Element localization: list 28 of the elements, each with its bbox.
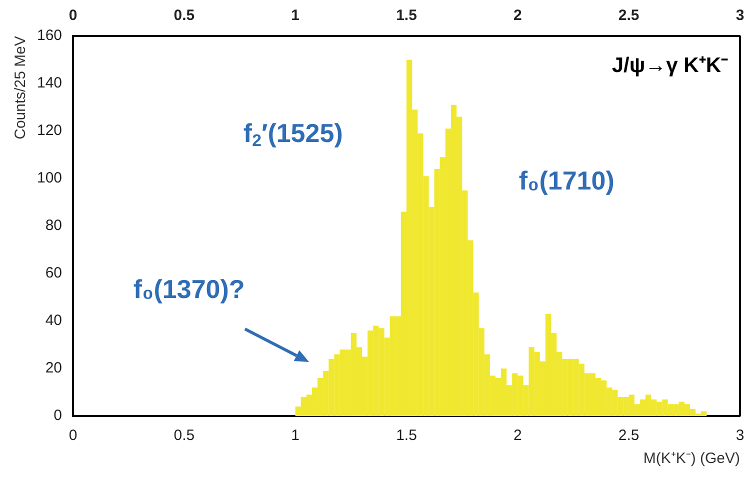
y-tick-label: 0	[54, 407, 62, 424]
y-tick-label: 60	[45, 264, 62, 282]
x2-tick-label: 2	[514, 7, 522, 24]
x-tick-label: 1	[291, 427, 300, 444]
x2-tick-label: 0.5	[174, 7, 195, 24]
x2-tick-label: 0	[68, 7, 78, 24]
y-tick-label: 20	[45, 360, 62, 377]
x-tick-label: 3	[736, 427, 744, 444]
y-tick-label: 80	[45, 217, 62, 234]
y-tick-label: 40	[45, 312, 62, 330]
x-tick-label: 2	[514, 427, 522, 444]
text: J/ψ→γ K⁺K⁻	[612, 54, 728, 77]
x-tick-label: 0	[68, 427, 78, 444]
annotation: f₀(1710)	[518, 165, 614, 196]
x2-tick-label: 1	[291, 7, 300, 24]
y-tick-label: 120	[36, 122, 62, 140]
annotation: f₀(1370)?	[133, 274, 245, 304]
x2-tick-label: 3	[736, 7, 744, 24]
x-axis-title: M(K⁺K⁻) (GeV)	[643, 450, 740, 468]
y-axis-title: Counts/25 MeV	[12, 36, 30, 140]
y-tick-label: 140	[36, 74, 62, 92]
y-tick-label: 160	[36, 27, 62, 44]
x-tick-label: 1.5	[396, 427, 417, 444]
x2-tick-label: 2.5	[618, 7, 640, 24]
x-tick-label: 2.5	[618, 427, 640, 444]
y-tick-label: 100	[36, 170, 62, 187]
x-tick-label: 0.5	[174, 427, 195, 444]
x2-tick-label: 1.5	[396, 7, 417, 24]
